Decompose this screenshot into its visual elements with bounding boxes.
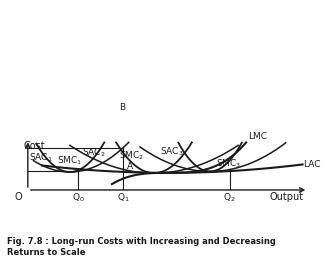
Text: Fig. 7.8 : Long-run Costs with Increasing and Decreasing
Returns to Scale: Fig. 7.8 : Long-run Costs with Increasin… bbox=[7, 237, 276, 257]
Text: SAC$_3$: SAC$_3$ bbox=[160, 146, 183, 159]
Text: Cost: Cost bbox=[24, 141, 45, 151]
Text: SMC$_2$: SMC$_2$ bbox=[119, 149, 144, 162]
Text: Output: Output bbox=[270, 192, 304, 202]
Text: SMC$_1$: SMC$_1$ bbox=[57, 155, 83, 167]
Text: Q$_1$: Q$_1$ bbox=[117, 192, 129, 204]
Text: LMC: LMC bbox=[248, 132, 267, 141]
Text: A: A bbox=[127, 162, 133, 171]
Text: SAC$_2$: SAC$_2$ bbox=[82, 146, 106, 159]
Text: B: B bbox=[119, 103, 125, 112]
Text: Q$_0$: Q$_0$ bbox=[72, 192, 85, 204]
Text: O: O bbox=[14, 192, 22, 202]
Text: Q$_2$: Q$_2$ bbox=[223, 192, 236, 204]
Text: SMC$_3$: SMC$_3$ bbox=[216, 158, 241, 170]
Text: LAC: LAC bbox=[303, 160, 321, 169]
Text: SAC$_1$: SAC$_1$ bbox=[29, 151, 52, 164]
